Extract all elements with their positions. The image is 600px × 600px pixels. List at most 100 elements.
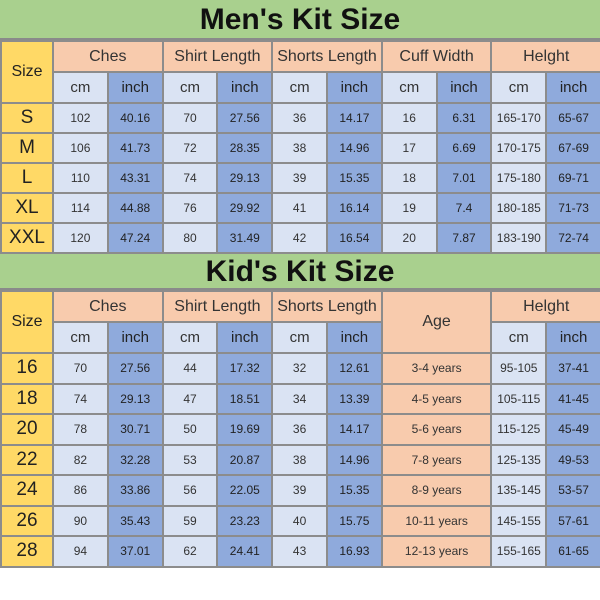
size-cell: S [0, 102, 54, 134]
cm-value-cell: 62 [161, 535, 219, 568]
unit-cm-header: cm [161, 71, 219, 104]
cm-value-cell: 70 [161, 102, 219, 134]
size-cell: 20 [0, 413, 54, 446]
cm-value-cell: 40 [271, 504, 328, 537]
table-row: 24 86 33.86 56 22.05 39 15.35 8-9 years 135-145 5… [0, 474, 600, 507]
table-row: 22 82 32.28 53 20.87 38 14.96 7-8 years 125-135 4… [0, 443, 600, 476]
cm-value-cell: 39 [271, 474, 328, 507]
inch-value-cell: 20.87 [216, 443, 274, 476]
column-group-header: Shirt Length [161, 40, 274, 73]
cm-value-cell: 70 [52, 352, 109, 385]
height-inch-cell: 61-65 [545, 535, 600, 568]
cm-value-cell: 175-180 [490, 162, 548, 194]
cm-value-cell: 102 [52, 102, 109, 134]
kid-size-table: Size Ches Shirt Length Shorts Length Age Helg… [0, 290, 600, 568]
cm-value-cell: 20 [380, 222, 438, 254]
table-row: 16 70 27.56 44 17.32 32 12.61 3-4 years 95-105 37… [0, 352, 600, 385]
cm-value-cell: 18 [380, 162, 438, 194]
inch-value-cell: 35.43 [106, 504, 164, 537]
size-cell: M [0, 132, 54, 164]
column-group-header: Shirt Length [161, 290, 274, 323]
inch-value-cell: 13.39 [326, 382, 383, 415]
inch-value-cell: 30.71 [106, 413, 164, 446]
column-group-header: Shorts Length [271, 290, 383, 323]
size-cell: 26 [0, 504, 54, 537]
inch-value-cell: 69-71 [545, 162, 600, 194]
cm-value-cell: 94 [52, 535, 109, 568]
inch-value-cell: 29.13 [216, 162, 274, 194]
age-cell: 5-6 years [380, 413, 493, 446]
inch-value-cell: 27.56 [216, 102, 274, 134]
inch-value-cell: 14.96 [326, 132, 383, 164]
inch-value-cell: 14.17 [326, 413, 383, 446]
inch-value-cell: 15.35 [326, 474, 383, 507]
age-cell: 7-8 years [380, 443, 493, 476]
inch-value-cell: 14.96 [326, 443, 383, 476]
inch-value-cell: 15.75 [326, 504, 383, 537]
inch-value-cell: 40.16 [106, 102, 164, 134]
cm-value-cell: 56 [161, 474, 219, 507]
unit-cm-header: cm [161, 321, 219, 354]
cm-value-cell: 47 [161, 382, 219, 415]
height-inch-cell: 45-49 [545, 413, 600, 446]
cm-value-cell: 80 [161, 222, 219, 254]
size-cell: 24 [0, 474, 54, 507]
table-row: L 110 43.31 74 29.13 39 15.35 18 7.01 175-180 69-7… [0, 162, 600, 194]
height-cm-cell: 155-165 [490, 535, 548, 568]
size-cell: 22 [0, 443, 54, 476]
height-cm-cell: 125-135 [490, 443, 548, 476]
height-inch-cell: 53-57 [545, 474, 600, 507]
column-group-header: Ches [52, 290, 164, 323]
unit-inch-header: inch [216, 71, 274, 104]
cm-value-cell: 19 [380, 192, 438, 224]
inch-value-cell: 43.31 [106, 162, 164, 194]
cm-value-cell: 36 [271, 102, 328, 134]
inch-value-cell: 32.28 [106, 443, 164, 476]
cm-value-cell: 50 [161, 413, 219, 446]
unit-inch-header: inch [326, 321, 383, 354]
size-cell: 28 [0, 535, 54, 568]
inch-value-cell: 7.87 [435, 222, 493, 254]
inch-value-cell: 27.56 [106, 352, 164, 385]
cm-value-cell: 42 [271, 222, 328, 254]
cm-value-cell: 180-185 [490, 192, 548, 224]
inch-value-cell: 33.86 [106, 474, 164, 507]
size-cell: XXL [0, 222, 54, 254]
inch-value-cell: 71-73 [545, 192, 600, 224]
cm-value-cell: 74 [52, 382, 109, 415]
size-cell: XL [0, 192, 54, 224]
table-row: 20 78 30.71 50 19.69 36 14.17 5-6 years 115-125 4… [0, 413, 600, 446]
table-row: 28 94 37.01 62 24.41 43 16.93 12-13 years 155-16… [0, 535, 600, 568]
table-row: M 106 41.73 72 28.35 38 14.96 17 6.69 170-175 67-6… [0, 132, 600, 164]
inch-value-cell: 19.69 [216, 413, 274, 446]
age-header: Age [380, 290, 493, 354]
unit-cm-header: cm [380, 71, 438, 104]
inch-value-cell: 31.49 [216, 222, 274, 254]
cm-value-cell: 38 [271, 443, 328, 476]
height-cm-cell: 145-155 [490, 504, 548, 537]
cm-value-cell: 183-190 [490, 222, 548, 254]
size-header: Size [0, 290, 54, 354]
inch-value-cell: 6.31 [435, 102, 493, 134]
cm-value-cell: 17 [380, 132, 438, 164]
inch-value-cell: 44.88 [106, 192, 164, 224]
cm-value-cell: 36 [271, 413, 328, 446]
cm-value-cell: 16 [380, 102, 438, 134]
unit-inch-header: inch [435, 71, 493, 104]
inch-value-cell: 65-67 [545, 102, 600, 134]
unit-cm-header: cm [490, 71, 548, 104]
table-row: 26 90 35.43 59 23.23 40 15.75 10-11 years 145-15… [0, 504, 600, 537]
height-cm-cell: 95-105 [490, 352, 548, 385]
cm-value-cell: 38 [271, 132, 328, 164]
age-cell: 4-5 years [380, 382, 493, 415]
inch-value-cell: 12.61 [326, 352, 383, 385]
unit-cm-header: cm [490, 321, 548, 354]
cm-value-cell: 76 [161, 192, 219, 224]
cm-value-cell: 165-170 [490, 102, 548, 134]
unit-inch-header: inch [106, 321, 164, 354]
inch-value-cell: 28.35 [216, 132, 274, 164]
unit-cm-header: cm [271, 321, 328, 354]
cm-value-cell: 110 [52, 162, 109, 194]
unit-cm-header: cm [271, 71, 328, 104]
inch-value-cell: 22.05 [216, 474, 274, 507]
